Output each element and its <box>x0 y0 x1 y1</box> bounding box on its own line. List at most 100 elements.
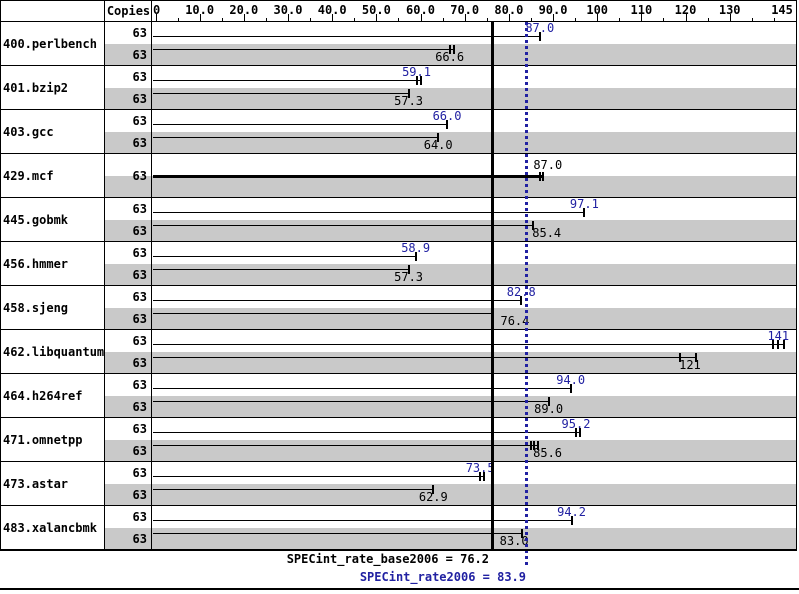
axis-tick-label: 10.0 <box>185 3 215 17</box>
benchmark-section: 471.omnetpp 63 63 95.2 85.6 <box>0 418 797 462</box>
run-result-mark <box>583 208 585 217</box>
benchmark-section: 456.hmmer 63 63 58.9 57.3 <box>0 242 797 286</box>
axis-minor-tick <box>443 18 444 22</box>
base-value-label: 89.0 <box>534 402 564 416</box>
copies-value: 63 <box>132 290 147 304</box>
axis-minor-tick <box>178 18 179 22</box>
peak-value-label: 94.0 <box>556 373 586 387</box>
peak-value-label: 66.0 <box>432 109 462 123</box>
axis-minor-tick <box>310 18 311 22</box>
axis-tick-label: 100 <box>586 3 609 17</box>
run-result-mark <box>539 32 541 41</box>
axis-major-tick <box>553 14 554 22</box>
axis-major-tick <box>376 14 377 22</box>
run-result-mark <box>453 45 455 54</box>
axis-major-tick <box>244 14 245 22</box>
run-result-mark <box>520 296 522 305</box>
axis-minor-tick <box>619 18 620 22</box>
peak-bar <box>153 80 421 81</box>
benchmark-section: 458.sjeng 63 63 82.8 76.4 <box>0 286 797 330</box>
benchmark-section: 401.bzip2 63 63 59.1 57.3 <box>0 66 797 110</box>
run-result-mark <box>533 441 535 450</box>
run-result-mark <box>416 76 418 85</box>
copies-value: 63 <box>132 312 147 326</box>
axis-major-tick <box>465 14 466 22</box>
benchmark-section: 462.libquantum 63 63 141 121 <box>0 330 797 374</box>
peak-value-label: 97.1 <box>569 197 599 211</box>
benchmark-label: 429.mcf <box>3 169 54 183</box>
peak-bar <box>153 212 585 213</box>
peak-value-label: 141 <box>767 329 790 343</box>
axis-major-tick <box>156 14 157 22</box>
copies-value: 63 <box>132 400 147 414</box>
peak-bar <box>153 300 522 301</box>
base-bar <box>153 357 696 358</box>
copies-value: 63 <box>132 422 147 436</box>
copies-value: 63 <box>132 444 147 458</box>
base-value-label: 85.4 <box>532 226 562 240</box>
copies-value: 63 <box>132 92 147 106</box>
run-result-mark <box>777 340 779 349</box>
summary-base-text: SPECint_rate_base2006 = 76.2 <box>286 552 489 566</box>
base-value-label: 85.6 <box>533 446 563 460</box>
axis-major-tick <box>597 14 598 22</box>
axis-minor-tick <box>531 18 532 22</box>
benchmark-label: 462.libquantum <box>3 345 105 359</box>
copies-value: 63 <box>132 246 147 260</box>
copies-value: 63 <box>132 136 147 150</box>
run-result-mark <box>479 472 481 481</box>
run-result-mark <box>483 472 485 481</box>
axis-tick-label: 40.0 <box>317 3 347 17</box>
base-value-label: 57.3 <box>394 94 424 108</box>
copies-value: 63 <box>132 26 147 40</box>
benchmark-section: 473.astar 63 63 73.5 62.9 <box>0 462 797 506</box>
copies-value: 63 <box>132 114 147 128</box>
copies-value: 63 <box>132 356 147 370</box>
copies-column-header: Copies <box>106 4 151 18</box>
base-value-label: 83.0 <box>499 534 529 548</box>
summary-peak-text: SPECint_rate2006 = 83.9 <box>359 570 526 584</box>
base-value-label: 76.4 <box>500 314 530 328</box>
axis-major-tick <box>332 14 333 22</box>
axis-minor-tick <box>266 18 267 22</box>
run-result-mark <box>571 516 573 525</box>
benchmark-label: 483.xalancbmk <box>3 521 97 535</box>
run-result-mark <box>446 120 448 129</box>
benchmark-label: 403.gcc <box>3 125 54 139</box>
copies-value: 63 <box>132 334 147 348</box>
peak-bar <box>153 124 448 125</box>
axis-minor-tick <box>487 18 488 22</box>
run-result-mark <box>772 340 774 349</box>
axis-minor-tick <box>398 18 399 22</box>
run-result-mark <box>539 171 541 181</box>
base-value-label: 57.3 <box>394 270 424 284</box>
base-value-label: 64.0 <box>423 138 453 152</box>
copies-value: 63 <box>132 378 147 392</box>
combined-bar <box>153 174 544 178</box>
peak-value-label: 73.5 <box>465 461 495 475</box>
peak-bar <box>153 344 784 345</box>
copies-value: 63 <box>132 532 147 546</box>
axis-tick-label: 0 <box>153 3 161 17</box>
axis-minor-tick <box>222 18 223 22</box>
axis-tick-label: 50.0 <box>361 3 391 17</box>
run-result-mark <box>579 428 581 437</box>
copies-value: 63 <box>132 202 147 216</box>
run-result-mark <box>408 265 410 274</box>
peak-value-label: 94.2 <box>557 505 587 519</box>
axis-tick-label: 20.0 <box>229 3 259 17</box>
copies-value: 63 <box>132 48 147 62</box>
base-bar <box>153 401 549 402</box>
base-value-label: 121 <box>679 358 701 372</box>
peak-bar <box>153 520 572 521</box>
axis-minor-tick <box>354 18 355 22</box>
run-result-mark <box>415 252 417 261</box>
copies-value: 63 <box>132 70 147 84</box>
benchmark-label: 471.omnetpp <box>3 433 83 447</box>
axis-tick-label: 90.0 <box>538 3 568 17</box>
run-result-mark <box>542 171 544 181</box>
benchmark-label: 401.bzip2 <box>3 81 69 95</box>
run-result-mark <box>679 353 681 362</box>
run-result-mark <box>575 428 577 437</box>
